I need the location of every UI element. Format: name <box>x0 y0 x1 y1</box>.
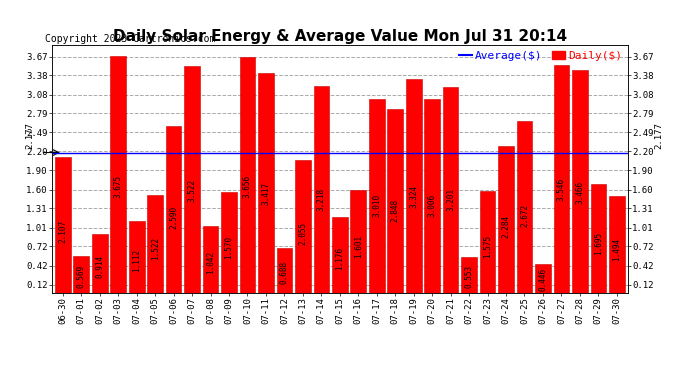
Text: 3.522: 3.522 <box>188 179 197 202</box>
Bar <box>92 234 108 292</box>
Bar <box>110 56 126 292</box>
Text: 2.177: 2.177 <box>655 123 664 149</box>
Text: 0.446: 0.446 <box>538 268 547 291</box>
Text: 1.494: 1.494 <box>612 238 621 261</box>
Legend: Average($), Daily($): Average($), Daily($) <box>459 51 622 61</box>
Text: 3.201: 3.201 <box>446 188 455 211</box>
Text: 1.570: 1.570 <box>224 236 233 259</box>
Text: 3.324: 3.324 <box>409 185 418 208</box>
Text: 3.546: 3.546 <box>557 178 566 201</box>
Text: 2.848: 2.848 <box>391 198 400 222</box>
Text: 2.284: 2.284 <box>502 215 511 238</box>
Text: 1.575: 1.575 <box>483 236 492 258</box>
Text: 0.914: 0.914 <box>95 255 104 278</box>
Text: 1.176: 1.176 <box>335 247 344 270</box>
Bar <box>591 183 607 292</box>
Text: 0.569: 0.569 <box>77 264 86 288</box>
Text: 3.010: 3.010 <box>373 194 382 217</box>
Bar <box>166 126 181 292</box>
Text: 1.695: 1.695 <box>594 232 603 255</box>
Bar <box>406 79 422 292</box>
Text: 1.112: 1.112 <box>132 249 141 272</box>
Text: 3.656: 3.656 <box>243 175 252 198</box>
Bar <box>129 221 144 292</box>
Text: 2.590: 2.590 <box>169 206 178 229</box>
Bar <box>572 70 588 292</box>
Text: 2.055: 2.055 <box>298 222 307 245</box>
Bar <box>553 64 569 292</box>
Bar <box>55 157 70 292</box>
Text: 1.522: 1.522 <box>150 237 159 260</box>
Bar <box>424 99 440 292</box>
Bar <box>295 160 310 292</box>
Bar <box>73 256 89 292</box>
Bar <box>517 121 533 292</box>
Text: 1.601: 1.601 <box>354 235 363 258</box>
Bar <box>277 248 293 292</box>
Bar <box>203 225 219 292</box>
Text: 0.688: 0.688 <box>280 261 289 284</box>
Text: 3.006: 3.006 <box>428 194 437 217</box>
Bar <box>332 217 348 292</box>
Text: 0.553: 0.553 <box>464 265 473 288</box>
Text: 3.466: 3.466 <box>575 181 584 204</box>
Text: 2.177: 2.177 <box>25 123 34 149</box>
Bar <box>258 73 274 292</box>
Bar <box>609 196 624 292</box>
Text: 2.107: 2.107 <box>59 220 68 243</box>
Text: Copyright 2023 Cartronics.com: Copyright 2023 Cartronics.com <box>45 34 215 44</box>
Bar <box>535 264 551 292</box>
Text: 3.417: 3.417 <box>262 182 270 205</box>
Bar <box>239 57 255 292</box>
Bar <box>147 195 163 292</box>
Bar <box>351 190 366 292</box>
Text: 2.672: 2.672 <box>520 204 529 227</box>
Text: 1.042: 1.042 <box>206 251 215 274</box>
Bar <box>387 110 403 292</box>
Text: 3.218: 3.218 <box>317 188 326 211</box>
Title: Daily Solar Energy & Average Value Mon Jul 31 20:14: Daily Solar Energy & Average Value Mon J… <box>112 29 567 44</box>
Bar <box>184 66 200 292</box>
Text: 3.675: 3.675 <box>114 175 123 198</box>
Bar <box>221 192 237 292</box>
Bar <box>480 191 495 292</box>
Bar <box>313 86 329 292</box>
Bar <box>461 257 477 292</box>
Bar <box>369 99 384 292</box>
Bar <box>498 146 514 292</box>
Bar <box>443 87 458 292</box>
